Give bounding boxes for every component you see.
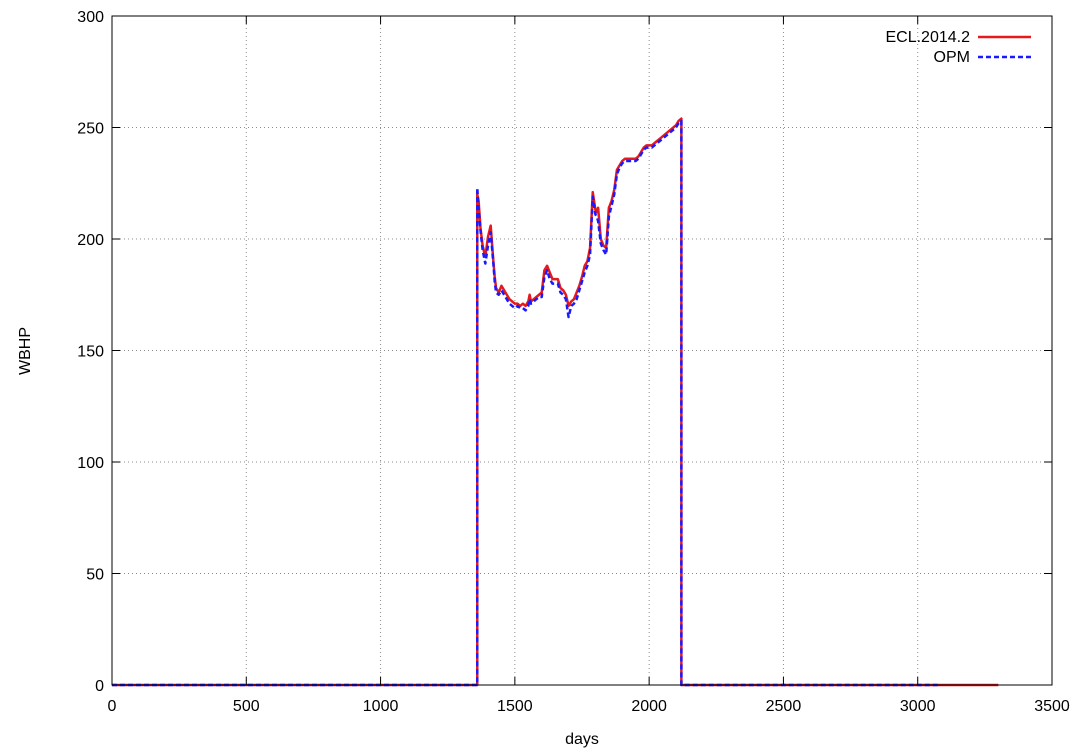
y-tick-label: 50: [86, 567, 104, 584]
x-axis-label: days: [565, 731, 599, 748]
legend: ECL.2014.2 OPM: [885, 29, 1031, 66]
y-tick-label: 150: [77, 344, 104, 361]
axis-ticks: 0 500 1000 1500 2000 2500 3000 3500 0 50 100 150 200…: [77, 9, 1070, 715]
grid-lines: [112, 16, 1052, 685]
plot-frame: [111, 15, 1053, 686]
y-tick-label: 200: [77, 232, 104, 249]
x-tick-label: 3500: [1034, 698, 1070, 715]
legend-label-ecl: ECL.2014.2: [885, 29, 970, 46]
x-tick-label: 2000: [631, 698, 667, 715]
series-line-opm: [112, 119, 940, 687]
x-tick-label: 500: [233, 698, 260, 715]
legend-label-opm: OPM: [934, 49, 970, 66]
x-tick-label: 2500: [766, 698, 802, 715]
y-tick-label: 100: [77, 455, 104, 472]
y-tick-label: 0: [95, 678, 104, 695]
x-tick-label: 0: [108, 698, 117, 715]
plot-area: [112, 117, 999, 687]
y-tick-label: 250: [77, 121, 104, 138]
y-tick-label: 300: [77, 9, 104, 26]
y-axis-label: WBHP: [17, 327, 34, 375]
series-line-ecl: [112, 117, 999, 687]
x-tick-label: 1500: [497, 698, 533, 715]
x-tick-label: 1000: [363, 698, 399, 715]
x-tick-label: 3000: [900, 698, 936, 715]
